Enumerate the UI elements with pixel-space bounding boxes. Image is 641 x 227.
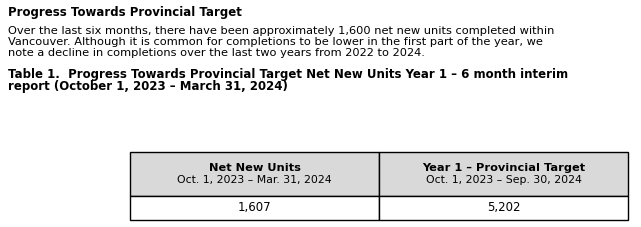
Text: Year 1 – Provincial Target: Year 1 – Provincial Target <box>422 163 585 173</box>
Text: Oct. 1, 2023 – Mar. 31, 2024: Oct. 1, 2023 – Mar. 31, 2024 <box>177 175 332 185</box>
Text: 5,202: 5,202 <box>487 202 520 215</box>
Text: Progress Towards Provincial Target: Progress Towards Provincial Target <box>8 6 242 19</box>
Text: Net New Units: Net New Units <box>208 163 301 173</box>
Text: 1,607: 1,607 <box>238 202 271 215</box>
Text: Over the last six months, there have been approximately 1,600 net new units comp: Over the last six months, there have bee… <box>8 26 554 36</box>
Text: Oct. 1, 2023 – Sep. 30, 2024: Oct. 1, 2023 – Sep. 30, 2024 <box>426 175 581 185</box>
Text: note a decline in completions over the last two years from 2022 to 2024.: note a decline in completions over the l… <box>8 48 425 58</box>
Text: report (October 1, 2023 – March 31, 2024): report (October 1, 2023 – March 31, 2024… <box>8 80 288 93</box>
Text: Vancouver. Although it is common for completions to be lower in the first part o: Vancouver. Although it is common for com… <box>8 37 543 47</box>
Text: Table 1.  Progress Towards Provincial Target Net New Units Year 1 – 6 month inte: Table 1. Progress Towards Provincial Tar… <box>8 68 568 81</box>
